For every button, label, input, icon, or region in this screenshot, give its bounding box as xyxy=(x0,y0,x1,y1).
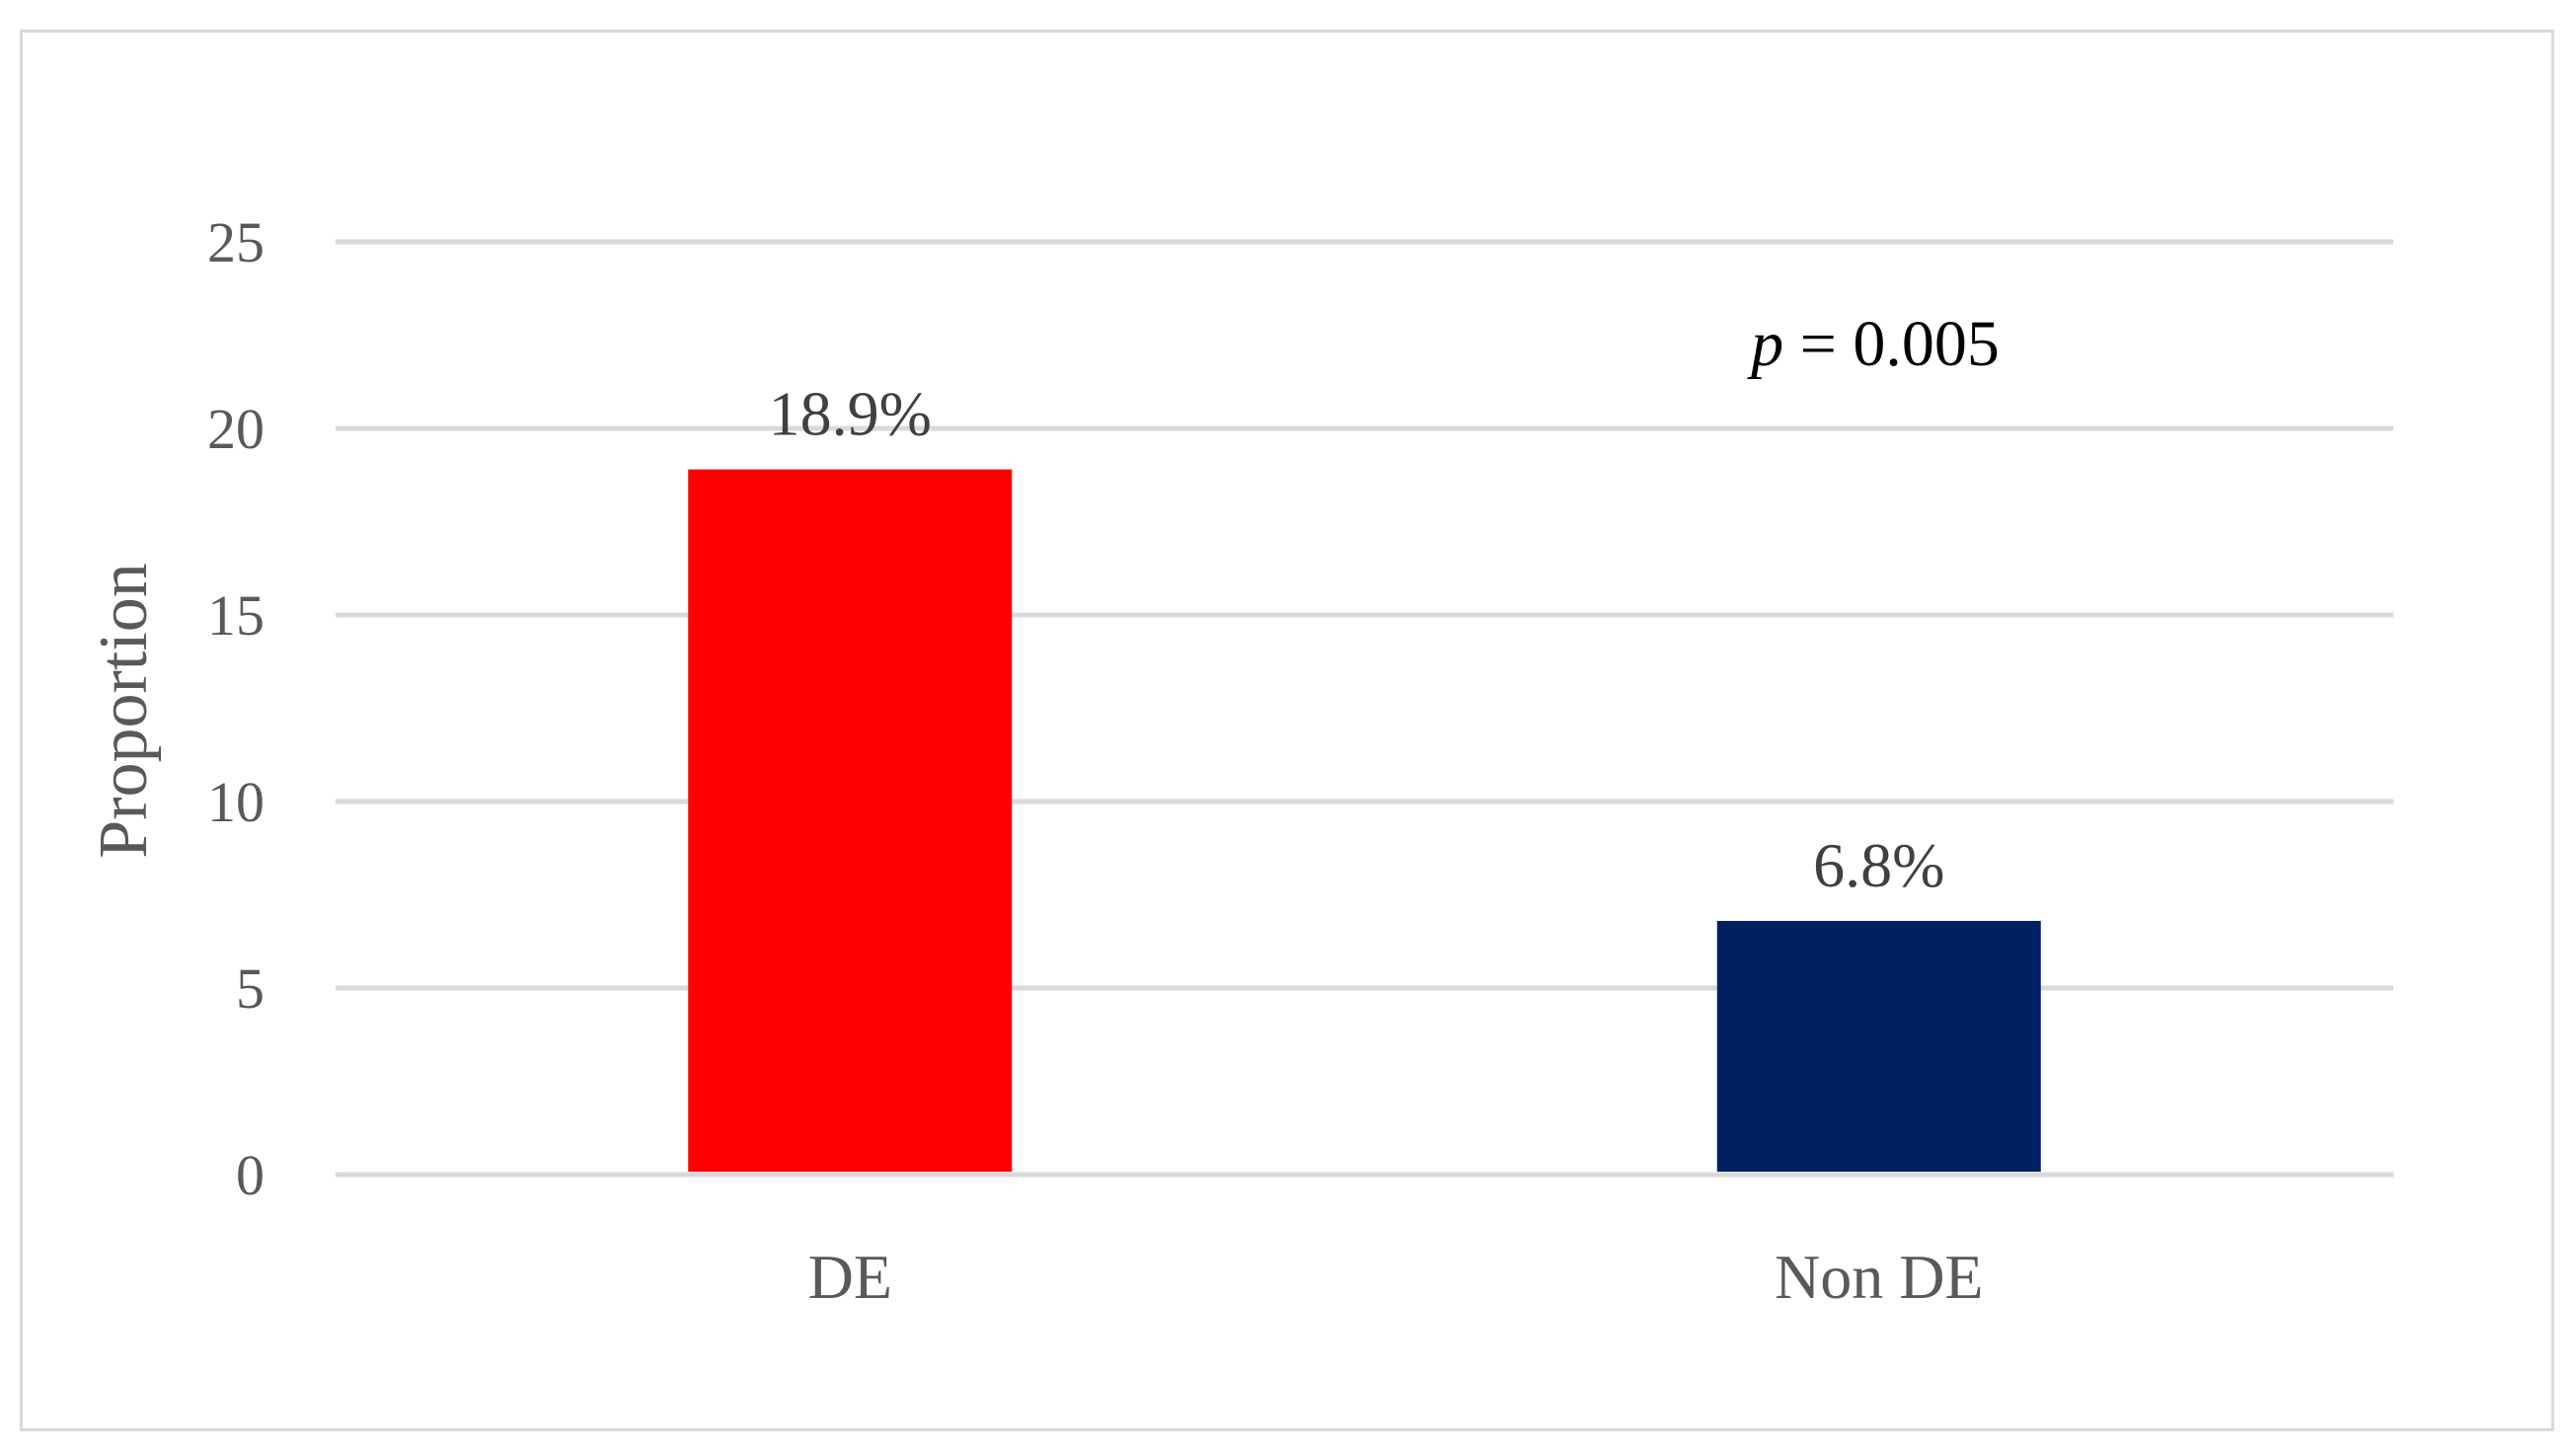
data-label: 18.9% xyxy=(769,379,932,449)
y-tick-label: 10 xyxy=(207,770,265,834)
bar-non-de xyxy=(1716,920,2041,1172)
x-category-label: Non DE xyxy=(1775,1242,1984,1312)
y-axis-label: Proportion xyxy=(86,563,162,858)
p-value-text: = 0.005 xyxy=(1783,308,2000,380)
y-tick-label: 0 xyxy=(236,1143,265,1207)
y-tick-label: 5 xyxy=(236,956,265,1021)
y-axis-ticks: 0 5 10 15 20 25 xyxy=(207,210,265,1207)
y-tick-label: 25 xyxy=(207,210,265,274)
bar-de xyxy=(688,469,1013,1173)
gridlines xyxy=(336,239,2393,1178)
bars xyxy=(688,469,2041,1173)
y-tick-label: 20 xyxy=(207,397,265,461)
p-value-annotation: p = 0.005 xyxy=(1747,308,2000,380)
x-axis-categories: DE Non DE xyxy=(808,1242,1984,1312)
p-value-symbol: p xyxy=(1747,308,1783,380)
chart-frame xyxy=(20,30,2554,1431)
x-category-label: DE xyxy=(808,1242,892,1312)
data-labels: 18.9% 6.8% xyxy=(769,379,1945,900)
data-label: 6.8% xyxy=(1813,830,1944,900)
y-tick-label: 15 xyxy=(207,583,265,648)
